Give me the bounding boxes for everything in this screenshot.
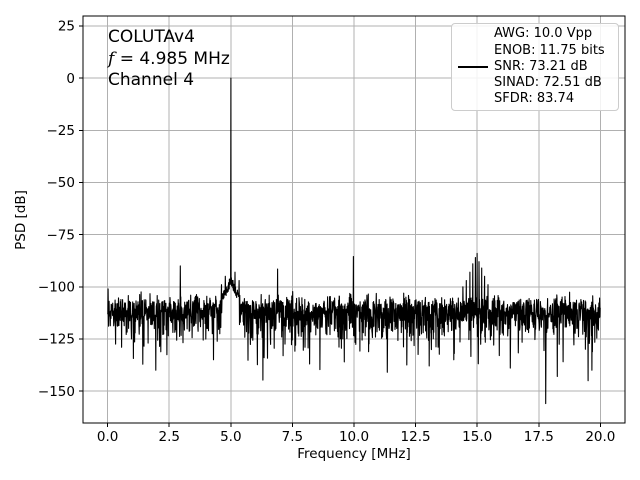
x-tick-label: 20.0	[585, 429, 615, 445]
x-tick-label: 5.0	[220, 429, 241, 445]
plot-annotation: COLUTAv4 f = 4.985 MHz Channel 4	[108, 27, 230, 92]
x-tick-label: 17.5	[524, 429, 554, 445]
y-tick-label: 0	[66, 71, 75, 87]
y-tick-label: −50	[47, 175, 76, 191]
x-tick-label: 7.5	[282, 429, 303, 445]
y-tick-label: −25	[47, 123, 76, 139]
annotation-channel: Channel 4	[108, 70, 195, 91]
legend-handle-column	[452, 66, 494, 68]
legend: AWG: 10.0 Vpp ENOB: 11.75 bits SNR: 73.2…	[451, 23, 619, 111]
y-tick-label: −125	[38, 332, 75, 348]
annotation-frequency: f = 4.985 MHz	[108, 49, 230, 71]
legend-entry-snr: SNR: 73.21 dB	[494, 58, 588, 74]
signal-trace	[107, 77, 601, 405]
y-axis-label: PSD [dB]	[13, 190, 29, 250]
y-tick-label: −75	[47, 227, 76, 243]
x-tick-label: 0.0	[97, 429, 118, 445]
x-tick-label: 12.5	[401, 429, 431, 445]
f-symbol: f	[108, 48, 115, 69]
legend-entries: AWG: 10.0 Vpp ENOB: 11.75 bits SNR: 73.2…	[494, 26, 605, 107]
x-tick-label: 10.0	[339, 429, 369, 445]
y-tick-label: −100	[38, 279, 75, 295]
x-axis-label: Frequency [MHz]	[297, 446, 411, 462]
legend-entry-sfdr: SFDR: 83.74	[494, 91, 575, 107]
x-tick-label: 2.5	[158, 429, 179, 445]
y-tick-label: −150	[38, 384, 75, 400]
legend-entry-enob: ENOB: 11.75 bits	[494, 42, 605, 58]
x-tick-label: 15.0	[462, 429, 492, 445]
annotation-device: COLUTAv4	[108, 27, 195, 47]
legend-entry-sinad: SINAD: 72.51 dB	[494, 75, 602, 91]
y-tick-label: 25	[58, 19, 75, 35]
f-value: = 4.985 MHz	[114, 48, 230, 69]
legend-entry-awg: AWG: 10.0 Vpp	[494, 26, 593, 42]
legend-line-sample	[458, 66, 488, 68]
